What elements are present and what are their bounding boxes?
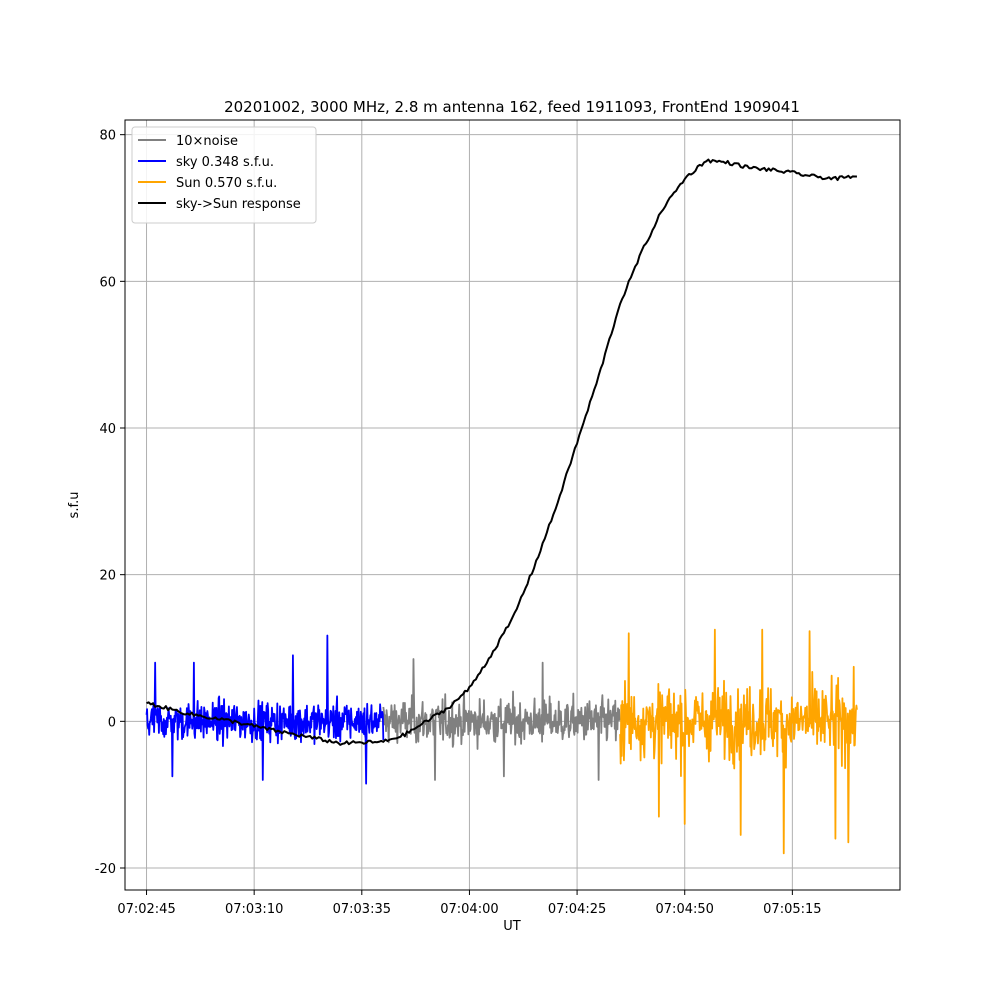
y-tick-label: -20 <box>95 862 116 877</box>
x-tick-label: 07:05:15 <box>763 902 821 917</box>
chart-title: 20201002, 3000 MHz, 2.8 m antenna 162, f… <box>224 98 800 116</box>
series-line-2 <box>619 628 858 855</box>
plot-area <box>145 158 858 855</box>
x-tick-label: 07:04:25 <box>548 902 606 917</box>
legend-label: sky->Sun response <box>176 197 301 212</box>
x-tick-label: 07:04:00 <box>440 902 498 917</box>
y-tick-label: 0 <box>108 715 116 730</box>
y-tick-label: 40 <box>99 422 116 437</box>
y-axis-label: s.f.u <box>67 492 82 519</box>
series-layer <box>145 158 858 855</box>
x-tick-label: 07:03:35 <box>333 902 391 917</box>
y-tick-label: 20 <box>99 569 116 584</box>
legend-box <box>131 126 317 224</box>
y-tick-label: 60 <box>99 275 116 290</box>
series-line-0 <box>382 658 621 781</box>
x-axis-ticks: 07:02:45 07:03:10 07:03:35 07:04:00 07:04:25… <box>117 890 822 917</box>
series-line-1 <box>145 634 385 785</box>
legend: 10×noise sky 0.348 s.f.u. Sun 0.570 s.f.u.… <box>131 126 317 224</box>
y-tick-label: 80 <box>99 129 116 144</box>
legend-label: Sun 0.570 s.f.u. <box>176 176 277 191</box>
x-tick-label: 07:03:10 <box>225 902 283 917</box>
series-line-3 <box>146 158 857 746</box>
legend-label: sky 0.348 s.f.u. <box>176 155 274 170</box>
x-tick-label: 07:02:45 <box>117 902 175 917</box>
y-axis-ticks: -20 0 20 40 60 80 <box>95 129 125 877</box>
plot-frame <box>124 119 901 891</box>
x-tick-label: 07:04:50 <box>656 902 714 917</box>
x-axis-label: UT <box>503 919 521 934</box>
legend-label: 10×noise <box>176 134 238 149</box>
